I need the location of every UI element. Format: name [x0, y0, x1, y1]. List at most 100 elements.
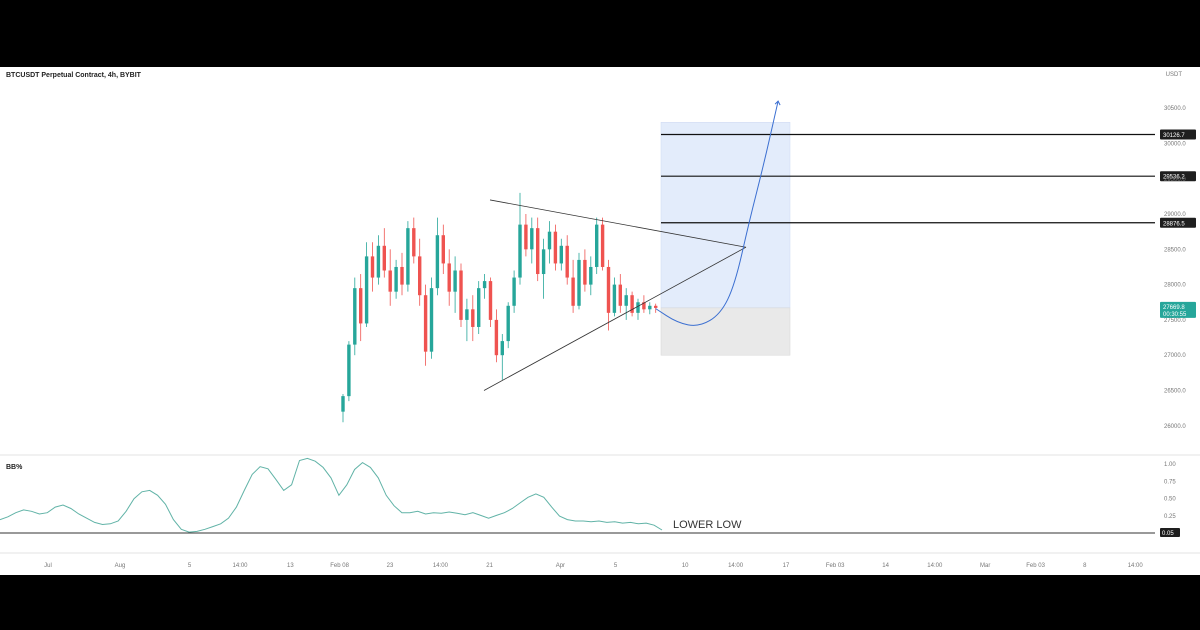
level-tag [1160, 129, 1196, 140]
candle [506, 302, 510, 349]
candle [382, 228, 386, 278]
indicator-y-tick-label: 0.50 [1164, 497, 1176, 503]
currency-label: USDT [1166, 72, 1183, 78]
candle-body [618, 284, 622, 306]
y-tick-label: 29500.0 [1164, 177, 1186, 183]
x-tick-label: Apr [556, 563, 565, 569]
candle-body [624, 295, 628, 306]
level-tag-label: 28876.5 [1163, 221, 1185, 227]
candle-body [353, 288, 357, 345]
x-tick-label: 14:00 [232, 563, 248, 569]
candle-body [347, 344, 351, 397]
x-tick-label: 23 [387, 563, 394, 569]
x-tick-label: Feb 08 [330, 563, 349, 569]
candle [553, 224, 558, 271]
candle [394, 259, 398, 299]
candle-body [406, 228, 410, 285]
candle [654, 303, 658, 313]
candle-body [418, 256, 422, 296]
candle-body [400, 266, 404, 285]
indicator-label: BB% [6, 464, 23, 471]
candle-body [477, 288, 481, 327]
candle [595, 217, 599, 275]
lower-low-annotation: LOWER LOW [673, 519, 742, 531]
triangle-lower-line [483, 246, 747, 391]
triangle-pattern [483, 199, 747, 391]
candle-body [370, 256, 375, 278]
candle [518, 192, 522, 285]
candle-body [412, 228, 416, 257]
x-tick-label: 8 [1083, 563, 1087, 569]
indicator-current-label: 0.05 [1162, 531, 1174, 537]
candle-body [341, 396, 345, 412]
candle [364, 242, 369, 327]
candle-body [423, 295, 428, 352]
x-tick-label: Feb 03 [1026, 563, 1045, 569]
chart-frame: 30126.7 29536.2 28876.5 BB% LOWER LOW 1.00 0.… [0, 67, 1200, 575]
x-tick-label: Feb 03 [826, 563, 845, 569]
candle-body [518, 224, 522, 278]
candle [418, 238, 422, 306]
candle [583, 249, 587, 292]
candle [406, 221, 410, 292]
candle [565, 235, 569, 285]
current-price-tag [1160, 301, 1196, 318]
candle-body [465, 309, 469, 320]
candle-body [600, 224, 605, 267]
candle [559, 238, 563, 271]
candle-body [447, 263, 451, 292]
candle [465, 298, 469, 342]
candle [441, 224, 445, 275]
candle-body [388, 270, 392, 292]
target-zone [660, 122, 791, 309]
projection-arrowhead [774, 100, 781, 106]
x-tick-label: 5 [614, 563, 618, 569]
x-tick-label: 14:00 [433, 563, 449, 569]
x-tick-label: 14:00 [1128, 563, 1144, 569]
stop-zone [660, 307, 791, 356]
candle-body [536, 228, 540, 275]
candle [370, 242, 375, 292]
candle [477, 281, 481, 335]
price-level: 30126.7 [661, 129, 1196, 140]
candle [447, 249, 451, 306]
candle-body [459, 270, 463, 320]
axes: 30500.0 30000.0 29500.0 29000.0 28500.0 28000… [44, 106, 1196, 569]
candle-body [553, 231, 558, 264]
price-chart[interactable]: 30126.7 29536.2 28876.5 BB% LOWER LOW 1.00 0.… [0, 67, 1200, 575]
indicator-line [0, 457, 663, 533]
candle-body [630, 295, 634, 313]
x-tick-label: 13 [287, 563, 294, 569]
candle [648, 302, 652, 315]
chart-title: BTCUSDT Perpetual Contract, 4h, BYBIT [6, 72, 142, 79]
candle [435, 217, 440, 296]
candle [612, 277, 617, 317]
candle [459, 263, 463, 327]
candle-body [541, 249, 546, 275]
indicator-current-tag [1160, 528, 1180, 538]
y-tick-label: 30500.0 [1164, 106, 1186, 112]
current-price-countdown: 00:30:55 [1163, 312, 1187, 318]
price-levels: 30126.7 29536.2 28876.5 [661, 129, 1196, 228]
projection-curve [655, 101, 779, 326]
x-tick-label: 5 [188, 563, 192, 569]
candle [376, 235, 381, 285]
level-tag-label: 29536.2 [1163, 175, 1185, 181]
y-tick-label: 27000.0 [1164, 353, 1186, 359]
candle-body [606, 266, 611, 313]
candle-body [589, 266, 593, 285]
gridlines [0, 454, 1200, 554]
candle [512, 270, 516, 313]
risk-reward-zones [660, 122, 791, 356]
level-tag-label: 30126.7 [1163, 133, 1185, 139]
candle [488, 277, 493, 327]
y-tick-label: 26000.0 [1164, 424, 1186, 430]
candle-body [565, 245, 569, 278]
x-tick-label: 14 [882, 563, 889, 569]
candle [429, 277, 434, 359]
price-level: 28876.5 [661, 217, 1196, 228]
x-tick-label: 14:00 [927, 563, 943, 569]
indicator-y-tick-label: 1.00 [1164, 462, 1176, 468]
candle [471, 295, 475, 342]
